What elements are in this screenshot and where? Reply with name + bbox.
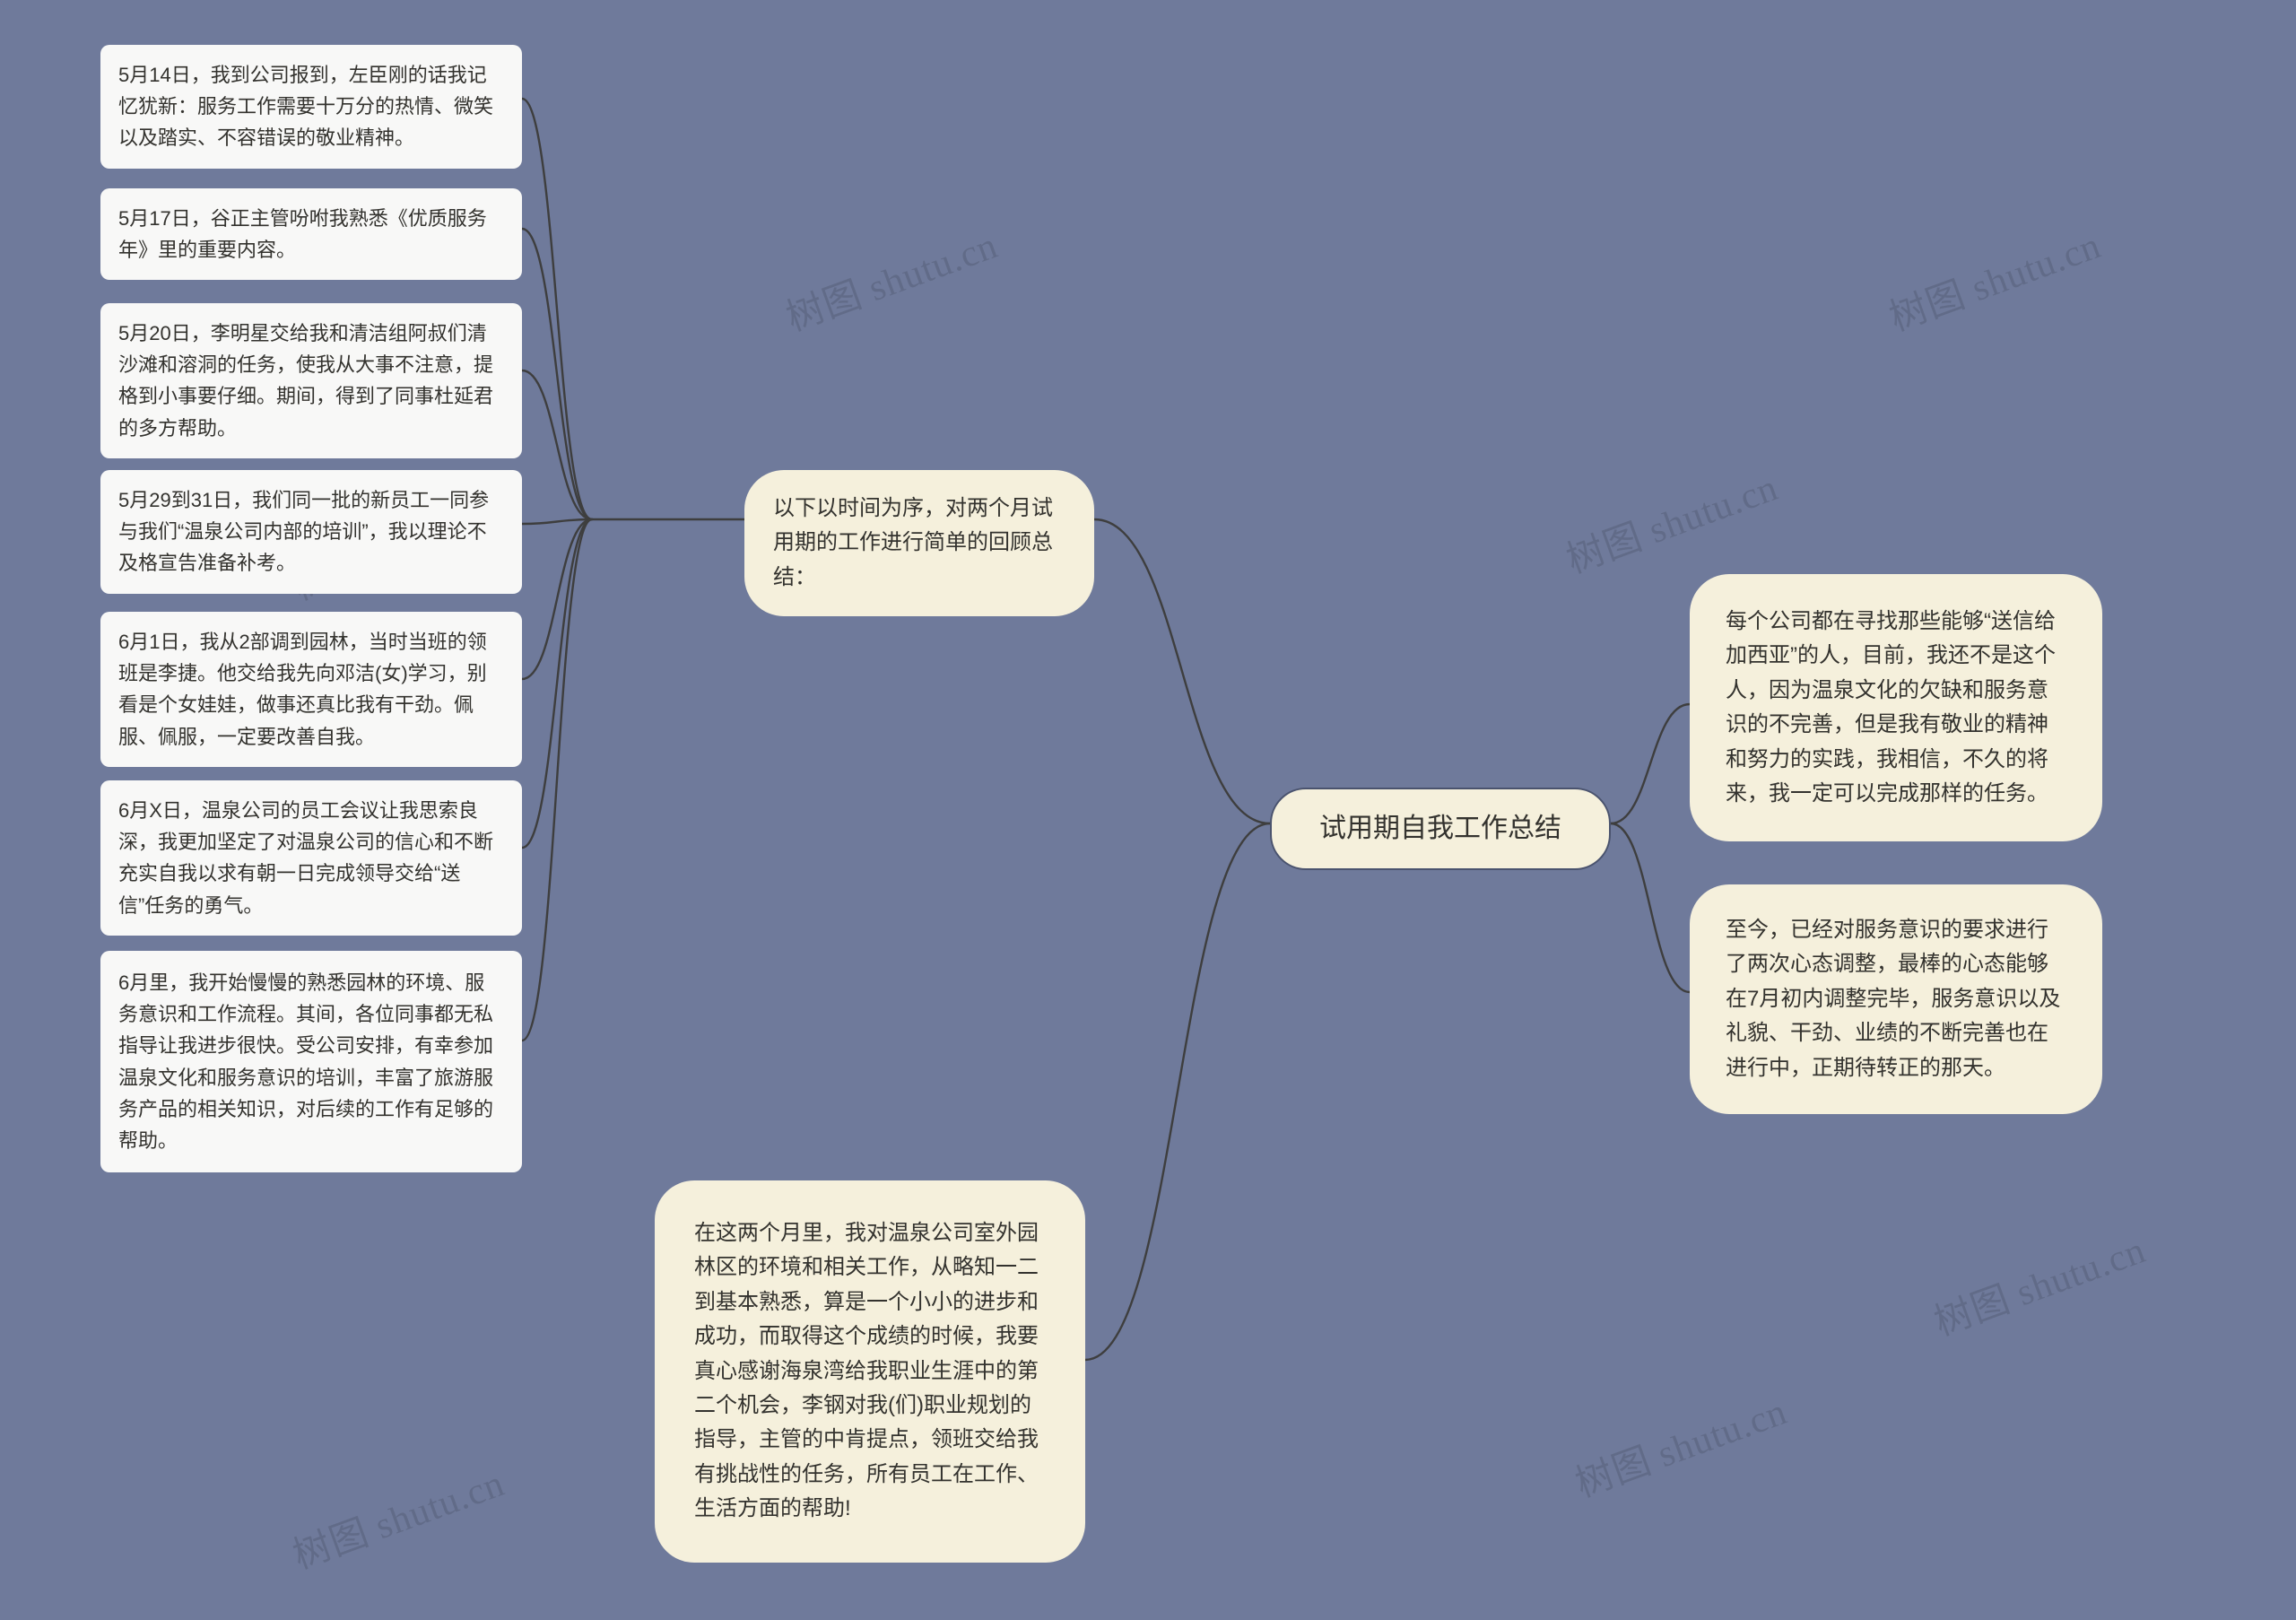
root-node: 试用期自我工作总结 [1270, 788, 1611, 870]
watermark: 树图 shutu.cn [1558, 457, 1785, 585]
watermark: 树图 shutu.cn [1567, 1381, 1794, 1509]
leaf-node-c7-text: 6月里，我开始慢慢的熟悉园林的环境、服务意识和工作流程。其间，各位同事都无私指导… [118, 967, 504, 1156]
leaf-node-c3-text: 5月20日，李明星交给我和清洁组阿叔们清沙滩和溶洞的任务，使我从大事不注意，提格… [118, 318, 504, 444]
branch-node-b3-text: 每个公司都在寻找那些能够“送信给加西亚”的人，目前，我还不是这个人，因为温泉文化… [1726, 605, 2066, 811]
leaf-node-c1: 5月14日，我到公司报到，左臣刚的话我记忆犹新：服务工作需要十万分的热情、微笑以… [100, 45, 522, 169]
watermark: 树图 shutu.cn [1926, 1220, 2152, 1347]
branch-node-b1-text: 以下以时间为序，对两个月试用期的工作进行简单的回顾总结： [773, 492, 1065, 595]
leaf-node-c3: 5月20日，李明星交给我和清洁组阿叔们清沙滩和溶洞的任务，使我从大事不注意，提格… [100, 303, 522, 458]
branch-node-b3: 每个公司都在寻找那些能够“送信给加西亚”的人，目前，我还不是这个人，因为温泉文化… [1690, 574, 2102, 841]
leaf-node-c7: 6月里，我开始慢慢的熟悉园林的环境、服务意识和工作流程。其间，各位同事都无私指导… [100, 951, 522, 1172]
leaf-node-c4-text: 5月29到31日，我们同一批的新员工一同参与我们“温泉公司内部的培训”，我以理论… [118, 484, 504, 579]
branch-node-b4: 至今，已经对服务意识的要求进行了两次心态调整，最棒的心态能够在7月初内调整完毕，… [1690, 884, 2102, 1114]
branch-node-b1: 以下以时间为序，对两个月试用期的工作进行简单的回顾总结： [744, 470, 1094, 616]
mindmap-canvas: 树图 shutu.cn 树图 shutu.cn 树图 shutu.cn 树图 shut… [0, 0, 2296, 1620]
leaf-node-c4: 5月29到31日，我们同一批的新员工一同参与我们“温泉公司内部的培训”，我以理论… [100, 470, 522, 594]
branch-node-b4-text: 至今，已经对服务意识的要求进行了两次心态调整，最棒的心态能够在7月初内调整完毕，… [1726, 913, 2066, 1085]
leaf-node-c2-text: 5月17日，谷正主管吩咐我熟悉《优质服务年》里的重要内容。 [118, 203, 504, 266]
leaf-node-c2: 5月17日，谷正主管吩咐我熟悉《优质服务年》里的重要内容。 [100, 188, 522, 280]
branch-node-b2: 在这两个月里，我对温泉公司室外园林区的环境和相关工作，从略知一二到基本熟悉，算是… [655, 1180, 1085, 1563]
leaf-node-c5-text: 6月1日，我从2部调到园林，当时当班的领班是李捷。他交给我先向邓洁(女)学习，别… [118, 626, 504, 753]
watermark: 树图 shutu.cn [284, 1453, 511, 1581]
leaf-node-c1-text: 5月14日，我到公司报到，左臣刚的话我记忆犹新：服务工作需要十万分的热情、微笑以… [118, 59, 504, 154]
branch-node-b2-text: 在这两个月里，我对温泉公司室外园林区的环境和相关工作，从略知一二到基本熟悉，算是… [694, 1216, 1046, 1527]
leaf-node-c5: 6月1日，我从2部调到园林，当时当班的领班是李捷。他交给我先向邓洁(女)学习，别… [100, 612, 522, 767]
leaf-node-c6-text: 6月X日，温泉公司的员工会议让我思索良深，我更加坚定了对温泉公司的信心和不断充实… [118, 795, 504, 921]
root-node-text: 试用期自我工作总结 [1308, 807, 1573, 850]
watermark: 树图 shutu.cn [1881, 215, 2108, 343]
watermark: 树图 shutu.cn [778, 215, 1004, 343]
leaf-node-c6: 6月X日，温泉公司的员工会议让我思索良深，我更加坚定了对温泉公司的信心和不断充实… [100, 780, 522, 936]
